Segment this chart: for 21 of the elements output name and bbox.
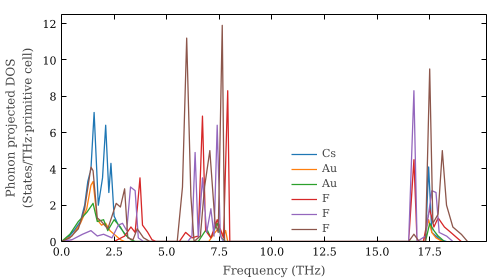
x-tick-label: 15.0 xyxy=(364,246,390,258)
x-tick-label: 7.5 xyxy=(210,246,228,258)
legend-label: Au xyxy=(322,177,338,190)
x-axis-title: Frequency (THz) xyxy=(222,264,326,278)
y-tick-label: 8 xyxy=(50,90,56,104)
y-tick-label: 10 xyxy=(42,54,57,68)
legend-label: F xyxy=(322,192,331,205)
legend-label: Au xyxy=(322,162,338,175)
x-tick-label: 2.5 xyxy=(105,246,123,258)
x-tick-label: 17.5 xyxy=(417,246,442,258)
y-axis-title: Phonon projected DOS (States/THz·primitive cell) xyxy=(4,48,35,208)
legend-label: F xyxy=(322,222,331,235)
y-tick-label: 2 xyxy=(50,200,56,213)
y-tick-label: 6 xyxy=(50,127,56,140)
x-tick-label: 5.0 xyxy=(158,246,176,258)
legend-label: Cs xyxy=(322,147,338,160)
legend-label: F xyxy=(322,207,331,220)
x-tick-label: 10.0 xyxy=(260,246,284,258)
x-tick-label: 12.5 xyxy=(312,246,337,258)
y-tick-label: 4 xyxy=(50,163,56,176)
y-tick-label: 12 xyxy=(42,18,57,32)
